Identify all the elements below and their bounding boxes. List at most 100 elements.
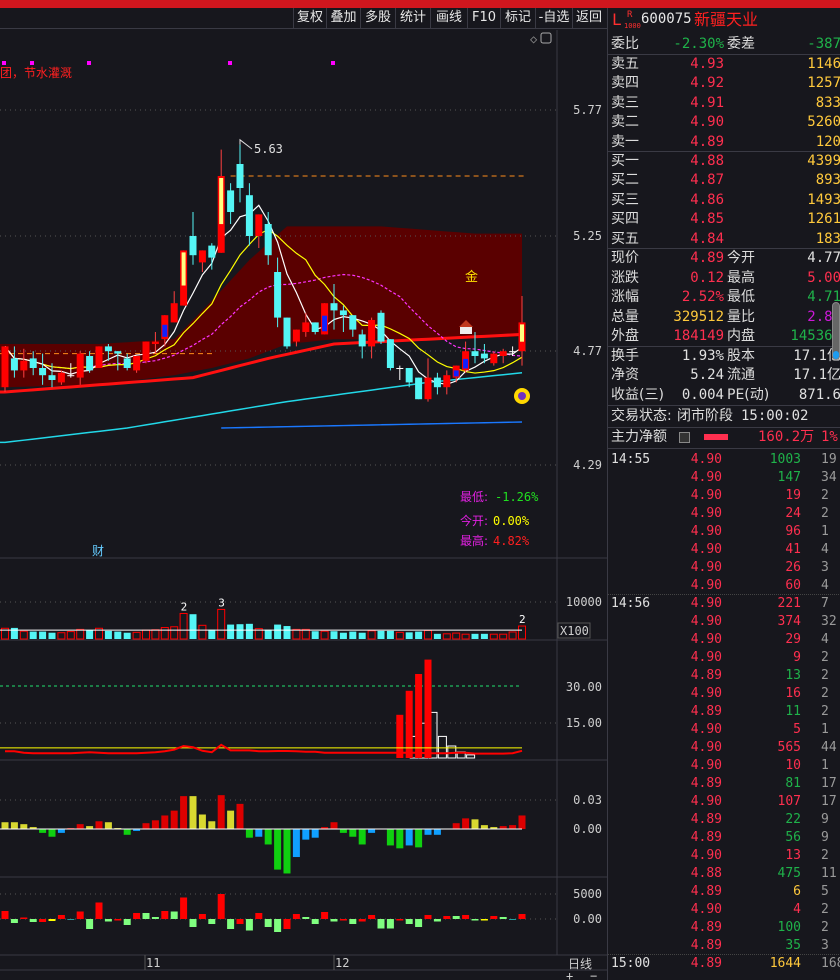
ind3-bar: [29, 919, 37, 922]
tick-volume: 41: [785, 542, 801, 557]
stat-open-label: 今开:: [460, 513, 488, 528]
ind2-bar: [452, 823, 460, 829]
supervision-badge-icon[interactable]: [514, 388, 530, 404]
toolbar-button[interactable]: 复权: [293, 8, 326, 29]
quote-row: 现价 4.89 今开 4.77: [608, 249, 840, 268]
label: 外盘: [611, 328, 639, 344]
channel-band: [0, 226, 522, 388]
fundamental-value: 0.004: [681, 386, 724, 403]
high-price-pointer: [239, 138, 253, 150]
ind3-bar: [274, 919, 282, 932]
tick-count: 9: [821, 830, 829, 845]
quote-value: 4.71: [807, 289, 840, 305]
scrollbar[interactable]: [832, 302, 840, 360]
toolbar-button[interactable]: -自选: [535, 8, 572, 29]
volume-bar: [189, 614, 197, 639]
event-marker: [2, 61, 6, 65]
house-icon[interactable]: [459, 320, 473, 334]
zoom-out-button[interactable]: −: [590, 969, 597, 980]
candle-body: [349, 315, 357, 330]
toolbar-button[interactable]: 统计: [395, 8, 430, 29]
news-ticker[interactable]: 团，节水灌溉: [0, 66, 72, 80]
list-icon[interactable]: [679, 432, 690, 443]
divider: [608, 448, 840, 449]
candle-body: [377, 312, 385, 342]
candle-body: [95, 346, 103, 368]
tick-count: 2: [821, 848, 829, 863]
tick-count: 1: [821, 722, 829, 737]
ma-line-blue: [221, 421, 523, 429]
tick-volume: 1003: [769, 452, 801, 467]
label: 换手: [611, 348, 639, 364]
toolbar-button[interactable]: 返回: [572, 8, 605, 29]
label: 卖五: [611, 56, 639, 72]
toolbar-button[interactable]: 叠加: [326, 8, 360, 29]
ind2-bar: [405, 829, 413, 846]
candle-body: [104, 346, 112, 352]
label: 现价: [611, 250, 639, 266]
volume-bar: [66, 631, 75, 640]
scrollbar-thumb[interactable]: [833, 351, 839, 359]
candle-body: [236, 164, 244, 188]
volume-bar: [1, 627, 9, 640]
quote-value: 2.52%: [681, 289, 724, 305]
candle-body: [396, 368, 404, 369]
finance-marker[interactable]: 财: [92, 544, 104, 558]
candle-body: [499, 351, 507, 356]
toolbar-button[interactable]: F10: [467, 8, 500, 29]
diamond-icon[interactable]: ◇: [530, 32, 538, 46]
ind1-red-line: [5, 743, 523, 755]
fundamental-row: 净资 5.24 流通 17.1亿: [608, 366, 840, 385]
label: 最低: [727, 289, 755, 305]
ask-row: 卖五 4.93 1146: [608, 55, 840, 74]
ind2-bar: [311, 829, 319, 838]
ind3-bar: [114, 919, 122, 921]
badge-center: [518, 392, 526, 400]
ind2-bar: [490, 827, 498, 829]
ind2-bar: [208, 821, 216, 829]
volume-bar: [311, 631, 319, 639]
ind3-bar: [170, 911, 178, 919]
volume-bar: [415, 631, 423, 639]
kline-chart[interactable]: ◇ 2 3 2 5.77 5.25 4.77 4.29 10000 X100 30.…: [0, 0, 607, 980]
toolbar-button[interactable]: 多股: [360, 8, 395, 29]
ind1-white-bar: [466, 754, 476, 759]
candle-body: [67, 375, 75, 377]
ind3-tick: 0.00: [573, 912, 602, 926]
label: 卖三: [611, 94, 639, 111]
zoom-in-button[interactable]: +: [566, 969, 573, 980]
candle-body: [471, 351, 479, 356]
price-tick: 4.77: [573, 344, 602, 358]
ind2-bar: [10, 822, 18, 829]
ind2-bar: [264, 829, 272, 845]
ind1-red-bar: [424, 659, 432, 758]
date-tick: 12: [335, 956, 349, 970]
toolbar-button[interactable]: 标记: [500, 8, 535, 29]
tick-price: 4.90: [690, 650, 722, 665]
toolbar-button[interactable]: 画线: [430, 8, 467, 29]
candle-body: [264, 224, 272, 256]
tick-row: 4.90 60 4: [608, 576, 840, 595]
period-selector[interactable]: 日线: [568, 957, 592, 971]
ind3-bar: [396, 919, 404, 921]
ind3-bar: [377, 919, 385, 929]
volume-bar: [245, 623, 253, 639]
ind2-bar: [151, 820, 159, 829]
volume-bar: [19, 630, 28, 640]
tick-count: 17: [821, 794, 837, 809]
ind3-bar: [20, 917, 28, 919]
ind3-bar: [123, 919, 131, 925]
tick-row: 4.90 10 1: [608, 756, 840, 775]
ind3-bar: [283, 919, 291, 929]
ind3-bar: [236, 919, 244, 924]
tick-row: 4.90 9 2: [608, 648, 840, 667]
tick-count: 2: [821, 704, 829, 719]
ind2-bar: [189, 796, 197, 829]
house-roof: [459, 320, 473, 327]
gold-marker[interactable]: 金: [465, 269, 478, 285]
candle-body: [208, 245, 216, 258]
event-marker: [228, 61, 232, 65]
candle-body: [368, 320, 376, 347]
window-toggle-icon[interactable]: [540, 32, 552, 44]
ind2-bar: [123, 829, 131, 835]
